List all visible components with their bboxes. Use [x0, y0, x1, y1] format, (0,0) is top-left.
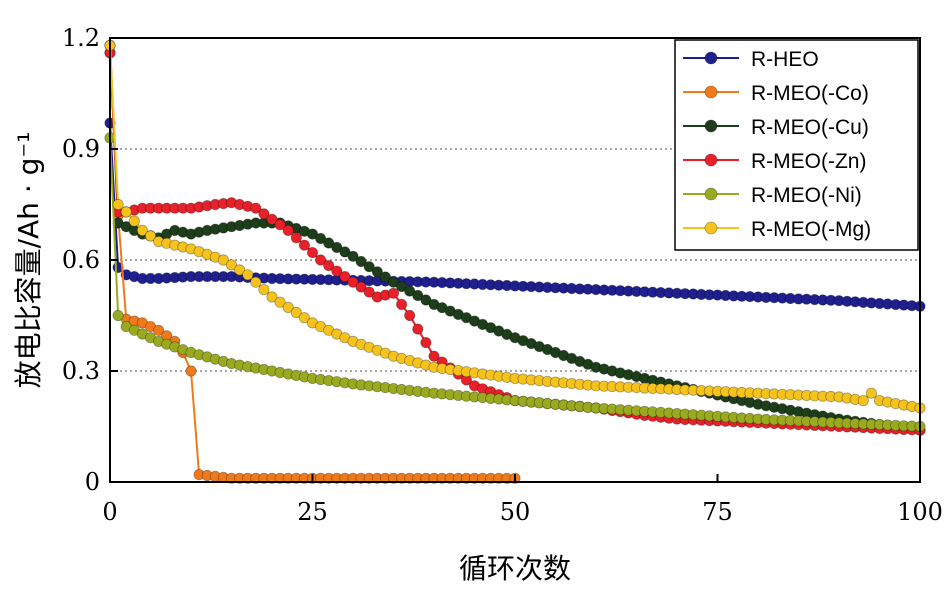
- series-R-HEO: [104, 117, 926, 312]
- data-point: [387, 287, 400, 299]
- data-point: [274, 219, 286, 231]
- data-point: [363, 286, 375, 298]
- data-point: [282, 224, 294, 236]
- x-tick-label: 100: [897, 498, 943, 526]
- legend-item: R-HEO: [683, 48, 819, 71]
- data-point: [339, 246, 351, 258]
- data-point: [323, 259, 335, 272]
- x-tick-label: 50: [500, 498, 531, 526]
- data-point: [266, 213, 278, 225]
- y-tick-label: 0.9: [62, 135, 100, 163]
- data-point: [225, 259, 238, 271]
- axis-ticks: 0 0.3 0.6 0.9 1.2 0 25 50 75 100: [62, 24, 943, 526]
- data-point: [355, 255, 367, 268]
- y-axis-label: 放电比容量/Ah · g⁻¹: [12, 132, 45, 389]
- series-R-MEO(-Ni): [104, 132, 926, 433]
- data-point: [250, 202, 262, 214]
- legend-item: R-MEO(-Zn): [683, 150, 866, 173]
- data-point: [234, 264, 246, 276]
- legend-label: R-MEO(-Ni): [751, 184, 862, 207]
- data-point: [274, 296, 286, 308]
- legend-label: R-MEO(-Cu): [751, 116, 869, 139]
- data-point: [355, 281, 367, 293]
- series-layer: [104, 39, 926, 484]
- data-point: [290, 232, 302, 244]
- data-point: [185, 365, 197, 377]
- data-point: [404, 285, 416, 297]
- x-tick-label: 25: [297, 498, 328, 526]
- data-point: [258, 283, 270, 296]
- data-point: [266, 291, 278, 303]
- legend-marker: [704, 119, 718, 133]
- legend-marker: [704, 85, 718, 99]
- data-point: [250, 276, 262, 288]
- data-point: [865, 387, 878, 399]
- data-point: [306, 247, 319, 259]
- data-point: [323, 237, 335, 249]
- legend-label: R-MEO(-Co): [751, 82, 869, 105]
- data-point: [412, 323, 424, 335]
- data-point: [395, 298, 408, 310]
- data-point: [314, 254, 327, 266]
- data-point: [112, 198, 124, 211]
- legend-box: [674, 39, 919, 251]
- data-point: [339, 270, 351, 283]
- x-tick-label: 0: [102, 498, 117, 526]
- legend-label: R-MEO(-Mg): [751, 218, 871, 241]
- data-point: [217, 254, 229, 266]
- data-point: [347, 276, 359, 288]
- data-point: [112, 309, 124, 322]
- data-point: [144, 230, 157, 242]
- data-point: [128, 215, 140, 227]
- data-point: [387, 276, 400, 288]
- legend-item: R-MEO(-Cu): [683, 116, 869, 139]
- data-point: [290, 306, 302, 319]
- data-point: [314, 232, 327, 245]
- data-point: [242, 269, 254, 281]
- data-point: [379, 271, 391, 283]
- y-tick-label: 1.2: [62, 24, 100, 52]
- data-point: [857, 394, 869, 407]
- data-point: [420, 294, 432, 306]
- data-point: [420, 336, 432, 349]
- data-point: [282, 301, 294, 313]
- series-line: [109, 52, 515, 480]
- data-point: [258, 208, 270, 220]
- data-point: [306, 228, 319, 240]
- legend-marker: [704, 51, 718, 65]
- y-tick-label: 0.6: [62, 246, 100, 274]
- legend-marker: [704, 153, 718, 167]
- x-axis-label: 循环次数: [459, 552, 571, 585]
- legend-item: R-MEO(-Mg): [683, 218, 871, 241]
- data-point: [298, 312, 310, 324]
- data-point: [136, 224, 148, 236]
- legend-marker: [704, 221, 718, 235]
- legend: R-HEO R-MEO(-Co) R-MEO(-Cu) R-MEO(-Zn) R-MEO…: [674, 39, 919, 251]
- y-tick-label: 0.3: [62, 357, 100, 385]
- data-point: [395, 280, 408, 293]
- data-point: [298, 239, 310, 251]
- series-R-MEO(-Mg): [104, 39, 926, 414]
- legend-label: R-MEO(-Zn): [751, 150, 866, 173]
- legend-marker: [704, 187, 718, 201]
- series-R-MEO(-Co): [104, 47, 521, 484]
- data-point: [412, 289, 424, 302]
- data-point: [331, 265, 343, 277]
- data-point: [404, 309, 416, 322]
- data-point: [371, 266, 383, 278]
- data-point: [153, 324, 165, 336]
- legend-item: R-MEO(-Ni): [683, 184, 862, 207]
- x-tick-label: 75: [702, 498, 733, 526]
- legend-item: R-MEO(-Co): [683, 82, 869, 105]
- data-point: [331, 241, 343, 253]
- data-point: [120, 206, 132, 218]
- y-tick-label: 0: [85, 468, 100, 496]
- data-point: [363, 261, 375, 273]
- legend-label: R-HEO: [751, 48, 819, 71]
- data-point: [347, 250, 359, 262]
- data-point: [428, 350, 440, 362]
